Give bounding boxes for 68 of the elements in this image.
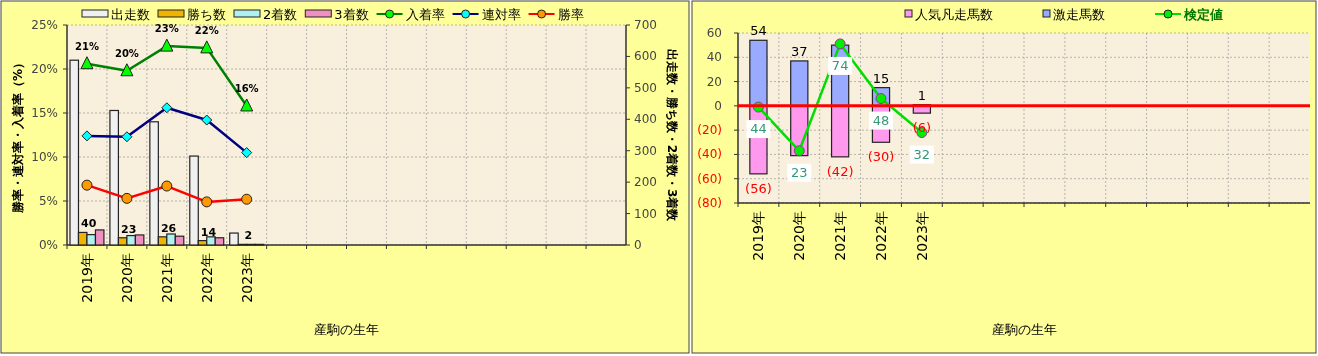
y-tick-label: 0% <box>38 238 58 252</box>
y-axis-title: 勝率・連対率・入着率（%） <box>11 56 25 215</box>
y2-tick-label: 500 <box>634 80 657 95</box>
x-tick-label: 2019年 <box>750 211 767 261</box>
data-label: 21% <box>75 40 99 52</box>
data-label: (30) <box>867 149 895 165</box>
legend-label: 2着数 <box>263 7 298 22</box>
data-label: 26 <box>160 221 177 235</box>
data-label: (56) <box>745 180 772 196</box>
x-axis-title: 産駒の生年 <box>991 322 1057 337</box>
y-tick-label: 40 <box>706 50 722 65</box>
data-label: 37 <box>791 43 808 59</box>
y-tick-label: 60 <box>706 26 722 40</box>
x-tick-label: 2020年 <box>118 253 135 303</box>
annotation: 74 <box>831 57 849 73</box>
annotation: 32 <box>913 146 931 162</box>
data-label: 22% <box>194 24 219 36</box>
y-tick-label: (20) <box>697 123 722 138</box>
legend-label: 3着数 <box>334 7 369 22</box>
data-label: 54 <box>750 23 767 39</box>
data-label: 14 <box>200 225 217 239</box>
y-tick-label: (40) <box>697 147 722 162</box>
data-label: 20% <box>114 47 139 59</box>
y-tick-label: (60) <box>697 171 722 186</box>
y-tick-label: 20% <box>31 62 58 76</box>
y-tick-label: 15% <box>31 106 58 120</box>
legend-label: 勝率 <box>557 7 584 22</box>
data-label: 2 <box>244 229 253 243</box>
legend-label: 入着率 <box>405 7 445 22</box>
x-tick-label: 2019年 <box>78 253 95 303</box>
x-axis-title: 産駒の生年 <box>314 322 379 337</box>
x-tick-label: 2021年 <box>832 211 849 261</box>
x-tick-label: 2022年 <box>198 253 215 303</box>
annotation: 44 <box>750 121 767 137</box>
y2-tick-label: 200 <box>634 175 657 190</box>
legend-label: 人気凡走馬数 <box>915 7 993 22</box>
data-label: 16% <box>234 82 259 94</box>
data-label: 1 <box>917 87 926 103</box>
x-tick-label: 2023年 <box>238 253 255 303</box>
y2-tick-label: 0 <box>634 238 642 252</box>
x-tick-label: 2020年 <box>791 211 808 261</box>
y2-tick-label: 100 <box>634 206 657 221</box>
x-tick-label: 2023年 <box>913 211 930 261</box>
legend-label: 出走数 <box>111 7 150 22</box>
annotation: 48 <box>872 112 890 128</box>
y2-tick-label: 600 <box>634 49 657 64</box>
y2-tick-label: 700 <box>634 18 657 32</box>
y-tick-label: 25% <box>31 18 58 32</box>
y-tick-label: 0 <box>714 98 722 113</box>
data-label: (42) <box>826 163 854 179</box>
x-tick-label: 2022年 <box>873 211 889 261</box>
annotation: 23 <box>791 164 808 180</box>
legend-label: 検定値 <box>1183 7 1223 22</box>
data-label: 23 <box>120 222 137 236</box>
legend-label: 連対率 <box>481 7 521 22</box>
y-tick-label: 20 <box>706 74 722 89</box>
y-tick-label: (80) <box>697 196 722 210</box>
y2-axis-title: 出走数・勝ち数・2着数・3着数 <box>665 48 679 223</box>
y2-tick-label: 400 <box>634 112 657 127</box>
x-tick-label: 2021年 <box>158 253 175 303</box>
data-label: 40 <box>81 217 97 231</box>
data-label: 23% <box>154 23 179 35</box>
y-tick-label: 10% <box>31 150 58 164</box>
y-tick-label: 5% <box>38 194 58 208</box>
data-label: 15 <box>872 70 890 86</box>
legend-label: 勝ち数 <box>187 7 226 22</box>
legend-label: 激走馬数 <box>1053 7 1105 22</box>
y2-tick-label: 300 <box>634 143 657 158</box>
